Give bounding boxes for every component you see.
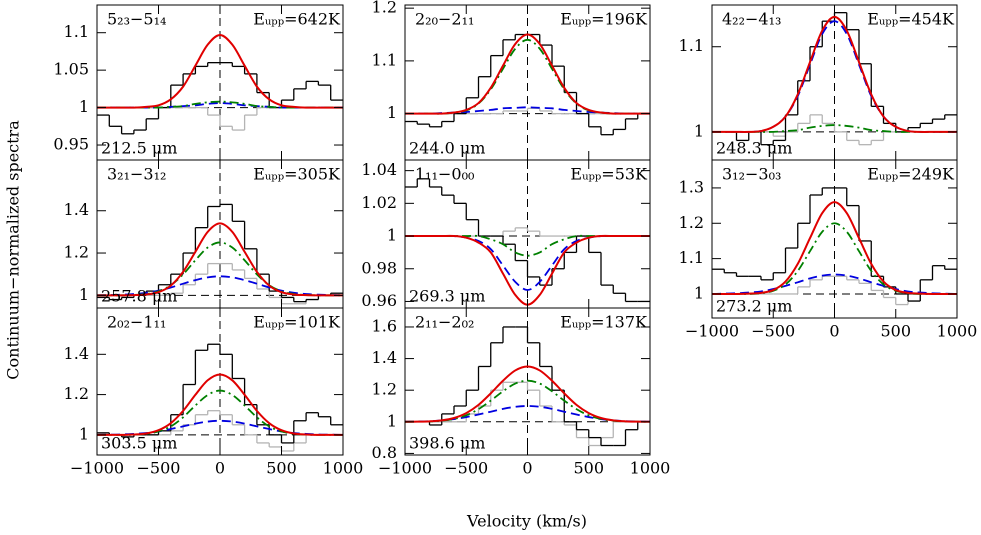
panel-plot-area (405, 5, 650, 160)
x-tick-label: −500 (751, 322, 795, 341)
transition-label: 2₀₂−1₁₁ (107, 313, 166, 332)
energy-label: Eᵤₚₚ=53K (570, 165, 648, 184)
x-tick-label: −1000 (70, 459, 124, 478)
y-tick-label: 1 (387, 411, 397, 430)
panel-plot-area (97, 160, 343, 308)
y-tick-label: 1.05 (53, 60, 89, 79)
x-tick-label: 1000 (630, 459, 671, 478)
y-tick-label: 1 (79, 285, 89, 304)
transition-label: 4₂₂−4₁₃ (722, 10, 781, 29)
y-tick-label: 1.1 (64, 22, 89, 41)
x-tick-label: −500 (444, 459, 488, 478)
model-line (712, 20, 957, 133)
y-tick-label: 1 (387, 103, 397, 122)
energy-label: Eᵤₚₚ=249K (867, 165, 955, 184)
y-tick-label: 1.4 (64, 200, 89, 219)
x-tick-label: 500 (880, 322, 911, 341)
x-tick-label: 0 (215, 459, 225, 478)
energy-label: Eᵤₚₚ=642K (253, 10, 341, 29)
wavelength-label: 244.0 μm (409, 139, 485, 158)
transition-label: 2₁₁−2₀₂ (415, 313, 474, 332)
panel-plot-area (405, 160, 650, 308)
y-tick-label: 1.2 (372, 0, 397, 17)
wavelength-label: 248.3 μm (716, 139, 792, 158)
y-tick-label: 1 (79, 424, 89, 443)
energy-label: Eᵤₚₚ=101K (253, 313, 341, 332)
y-tick-label: 1.6 (372, 316, 397, 335)
y-tick-label: 1.1 (679, 36, 704, 55)
wavelength-label: 303.5 μm (101, 434, 177, 453)
y-axis-label: Continuum−normalized spectra (4, 120, 23, 380)
x-tick-label: −500 (137, 459, 181, 478)
transition-label: 1₁₁−0₀₀ (415, 165, 474, 184)
y-tick-label: 1.02 (361, 193, 397, 212)
y-tick-label: 1 (387, 226, 397, 245)
y-tick-label: 1.2 (372, 380, 397, 399)
model-line (97, 373, 343, 436)
model-line (405, 365, 650, 423)
model-line (712, 201, 957, 295)
x-tick-label: 500 (573, 459, 604, 478)
x-tick-label: 500 (266, 459, 297, 478)
transition-label: 3₂₁−3₁₂ (107, 165, 166, 184)
y-tick-label: 1 (79, 97, 89, 116)
model-line (405, 33, 650, 115)
y-tick-label: 1.1 (679, 248, 704, 267)
energy-label: Eᵤₚₚ=305K (253, 165, 341, 184)
x-axis-label: Velocity (km/s) (466, 512, 587, 531)
y-tick-label: 1 (694, 283, 704, 302)
y-tick-label: 0.8 (372, 443, 397, 462)
x-tick-label: 1000 (323, 459, 364, 478)
y-tick-label: 1.04 (361, 160, 397, 179)
x-tick-label: −1000 (685, 322, 739, 341)
y-tick-label: 1.4 (372, 348, 397, 367)
x-tick-label: −1000 (378, 459, 432, 478)
y-tick-label: 0.96 (361, 291, 397, 310)
y-tick-label: 1.2 (64, 243, 89, 262)
y-tick-label: 1 (694, 121, 704, 140)
model-line (97, 222, 343, 297)
transition-label: 2₂₀−2₁₁ (415, 10, 474, 29)
energy-label: Eᵤₚₚ=196K (560, 10, 648, 29)
model-line (97, 33, 343, 109)
y-tick-label: 1.3 (679, 177, 704, 196)
wavelength-label: 212.5 μm (101, 139, 177, 158)
y-tick-label: 0.95 (53, 135, 89, 154)
x-tick-label: 1000 (937, 322, 978, 341)
panel-plot-area (97, 5, 343, 160)
wavelength-label: 257.8 μm (101, 287, 177, 306)
y-tick-label: 1.2 (679, 213, 704, 232)
transition-label: 5₂₃−5₁₄ (107, 10, 166, 29)
wavelength-label: 398.6 μm (409, 434, 485, 453)
panel-plot-area (712, 160, 957, 318)
y-tick-label: 1.4 (64, 344, 89, 363)
energy-label: Eᵤₚₚ=454K (867, 10, 955, 29)
model-line (712, 15, 957, 133)
panel-plot-area (97, 308, 343, 455)
y-tick-label: 0.98 (361, 258, 397, 277)
transition-label: 3₁₂−3₀₃ (722, 165, 781, 184)
wavelength-label: 273.2 μm (716, 297, 792, 316)
wavelength-label: 269.3 μm (409, 287, 485, 306)
panel-plot-area (405, 308, 650, 455)
energy-label: Eᵤₚₚ=137K (560, 313, 648, 332)
model-line (405, 235, 650, 291)
x-tick-label: 0 (829, 322, 839, 341)
y-tick-label: 1.2 (64, 384, 89, 403)
y-tick-label: 1.1 (372, 50, 397, 69)
x-tick-label: 0 (522, 459, 532, 478)
